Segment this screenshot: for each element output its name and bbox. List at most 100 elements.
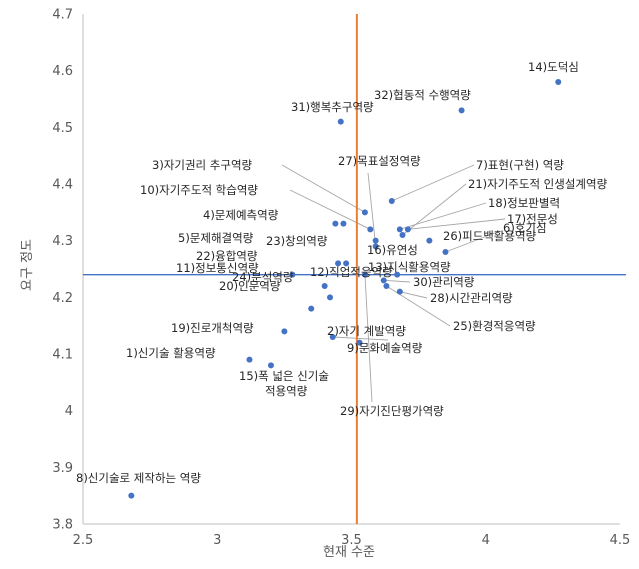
axes <box>82 14 620 525</box>
data-point <box>367 226 374 233</box>
data-point <box>388 198 395 204</box>
point-label: 28)시간관리역량 <box>430 291 513 305</box>
y-tick-label: 4.6 <box>52 64 73 79</box>
mean-lines <box>83 14 626 524</box>
leader-line <box>332 336 389 341</box>
point-label: 14)도덕심 <box>528 60 579 74</box>
data-point <box>337 118 344 125</box>
x-tick-labels: 2.5 3 3.5 4 4.5 <box>73 533 631 548</box>
point-label: 20)인문역량 <box>219 279 281 293</box>
leader-line <box>402 183 467 236</box>
data-point <box>321 283 328 289</box>
data-point <box>372 237 379 244</box>
point-labels: 1)신기술 활용역량 2)자기 계발역량 3)자기권리 추구역량 4)문제예측역량 5)… <box>76 60 608 485</box>
point-label: 22)융합역량 <box>196 249 258 263</box>
data-point <box>458 107 465 114</box>
point-label: 24)분석역량 <box>232 270 294 284</box>
point-label: 5)문제해결역량 <box>178 231 254 245</box>
x-tick-label: 4 <box>482 533 490 548</box>
point-label: 15)폭 넓은 신기술 적용역량 <box>239 369 329 398</box>
point-label: 12)직업적응역량 <box>310 265 393 279</box>
point-label: 23)창의역량 <box>266 234 328 248</box>
point-label: 19)진로개척역량 <box>171 321 254 335</box>
y-axis-label: 요구 정도 <box>20 239 35 291</box>
point-label: 16)유연성 <box>367 243 418 257</box>
point-label: 9)문화예술역량 <box>347 341 423 355</box>
leader-line <box>399 291 428 299</box>
point-label: 25)환경적응역량 <box>453 319 536 333</box>
data-point <box>340 220 347 227</box>
data-point <box>289 271 296 278</box>
data-point <box>399 232 406 238</box>
y-tick-label: 4.4 <box>52 178 73 193</box>
data-point <box>555 79 562 85</box>
data-point <box>372 243 379 250</box>
data-point <box>396 226 403 233</box>
point-label: 30)관리역량 <box>413 275 475 289</box>
data-point <box>426 237 433 244</box>
data-point <box>394 271 401 278</box>
y-tick-label: 3.8 <box>52 518 73 533</box>
data-point <box>404 226 411 233</box>
leader-line <box>367 172 377 247</box>
point-label: 32)협동적 수행역량 <box>374 88 471 102</box>
x-tick-label: 3.5 <box>341 533 362 548</box>
y-tick-label: 3.9 <box>52 461 73 476</box>
point-label: 13)지식활용역량 <box>368 260 451 274</box>
data-point <box>383 283 390 289</box>
data-point <box>396 288 403 295</box>
leader-line <box>391 164 475 202</box>
point-label: 27)목표설정역량 <box>338 154 421 168</box>
data-point <box>128 492 135 499</box>
data-point <box>335 260 342 267</box>
point-label: 17)전문성 <box>507 212 558 226</box>
y-tick-labels: 3.8 3.9 4 4.1 4.2 4.3 4.4 4.5 4.6 4.7 <box>52 8 73 533</box>
y-tick-label: 4.3 <box>52 234 73 249</box>
data-point <box>281 328 288 335</box>
point-label: 21)자기주도적 인생설계역량 <box>468 177 608 191</box>
point-label: 29)자기진단평가역량 <box>340 404 444 418</box>
data-point <box>327 294 334 301</box>
leader-line <box>445 230 501 253</box>
data-point <box>361 209 368 216</box>
point-label: 3)자기권리 추구역량 <box>152 158 253 172</box>
point-label: 7)표현(구현) 역량 <box>476 158 564 172</box>
point-label: 18)정보판별력 <box>488 196 560 210</box>
leader-line <box>281 164 366 213</box>
data-point <box>442 249 449 255</box>
y-tick-label: 4.7 <box>52 8 73 23</box>
point-label: 31)행복추구역량 <box>291 100 374 114</box>
x-axis-label: 현재 수준 <box>323 545 375 560</box>
data-point <box>380 277 387 284</box>
leader-line <box>364 274 373 403</box>
point-label: 26)피드백활용역량 <box>443 229 537 243</box>
y-tick-label: 4.5 <box>52 121 73 136</box>
data-point <box>361 271 368 278</box>
point-label: 2)자기 계발역량 <box>327 324 406 338</box>
point-label: 6)호기심 <box>503 221 547 235</box>
data-point <box>267 362 274 369</box>
x-tick-label: 4.5 <box>610 533 631 548</box>
data-point <box>246 356 253 363</box>
y-tick-label: 4 <box>65 404 73 419</box>
leader-line <box>407 218 506 230</box>
point-label: 1)신기술 활용역량 <box>126 346 216 360</box>
data-point <box>356 339 363 346</box>
data-points <box>128 79 562 499</box>
y-tick-label: 4.2 <box>52 291 73 306</box>
leader-lines <box>281 164 506 403</box>
x-tick-label: 2.5 <box>73 533 94 548</box>
data-point <box>308 305 315 312</box>
data-point <box>343 260 350 267</box>
y-tick-label: 4.1 <box>52 348 73 363</box>
data-point <box>329 334 336 340</box>
point-label: 10)자기주도적 학습역량 <box>140 183 258 197</box>
leader-line <box>399 202 487 230</box>
data-point <box>332 220 339 227</box>
point-label: 4)문제예측역량 <box>203 208 279 222</box>
leader-line <box>383 279 411 283</box>
point-label: 11)정보통신역량 <box>176 261 259 275</box>
point-label: 8)신기술로 제작하는 역량 <box>76 471 201 485</box>
